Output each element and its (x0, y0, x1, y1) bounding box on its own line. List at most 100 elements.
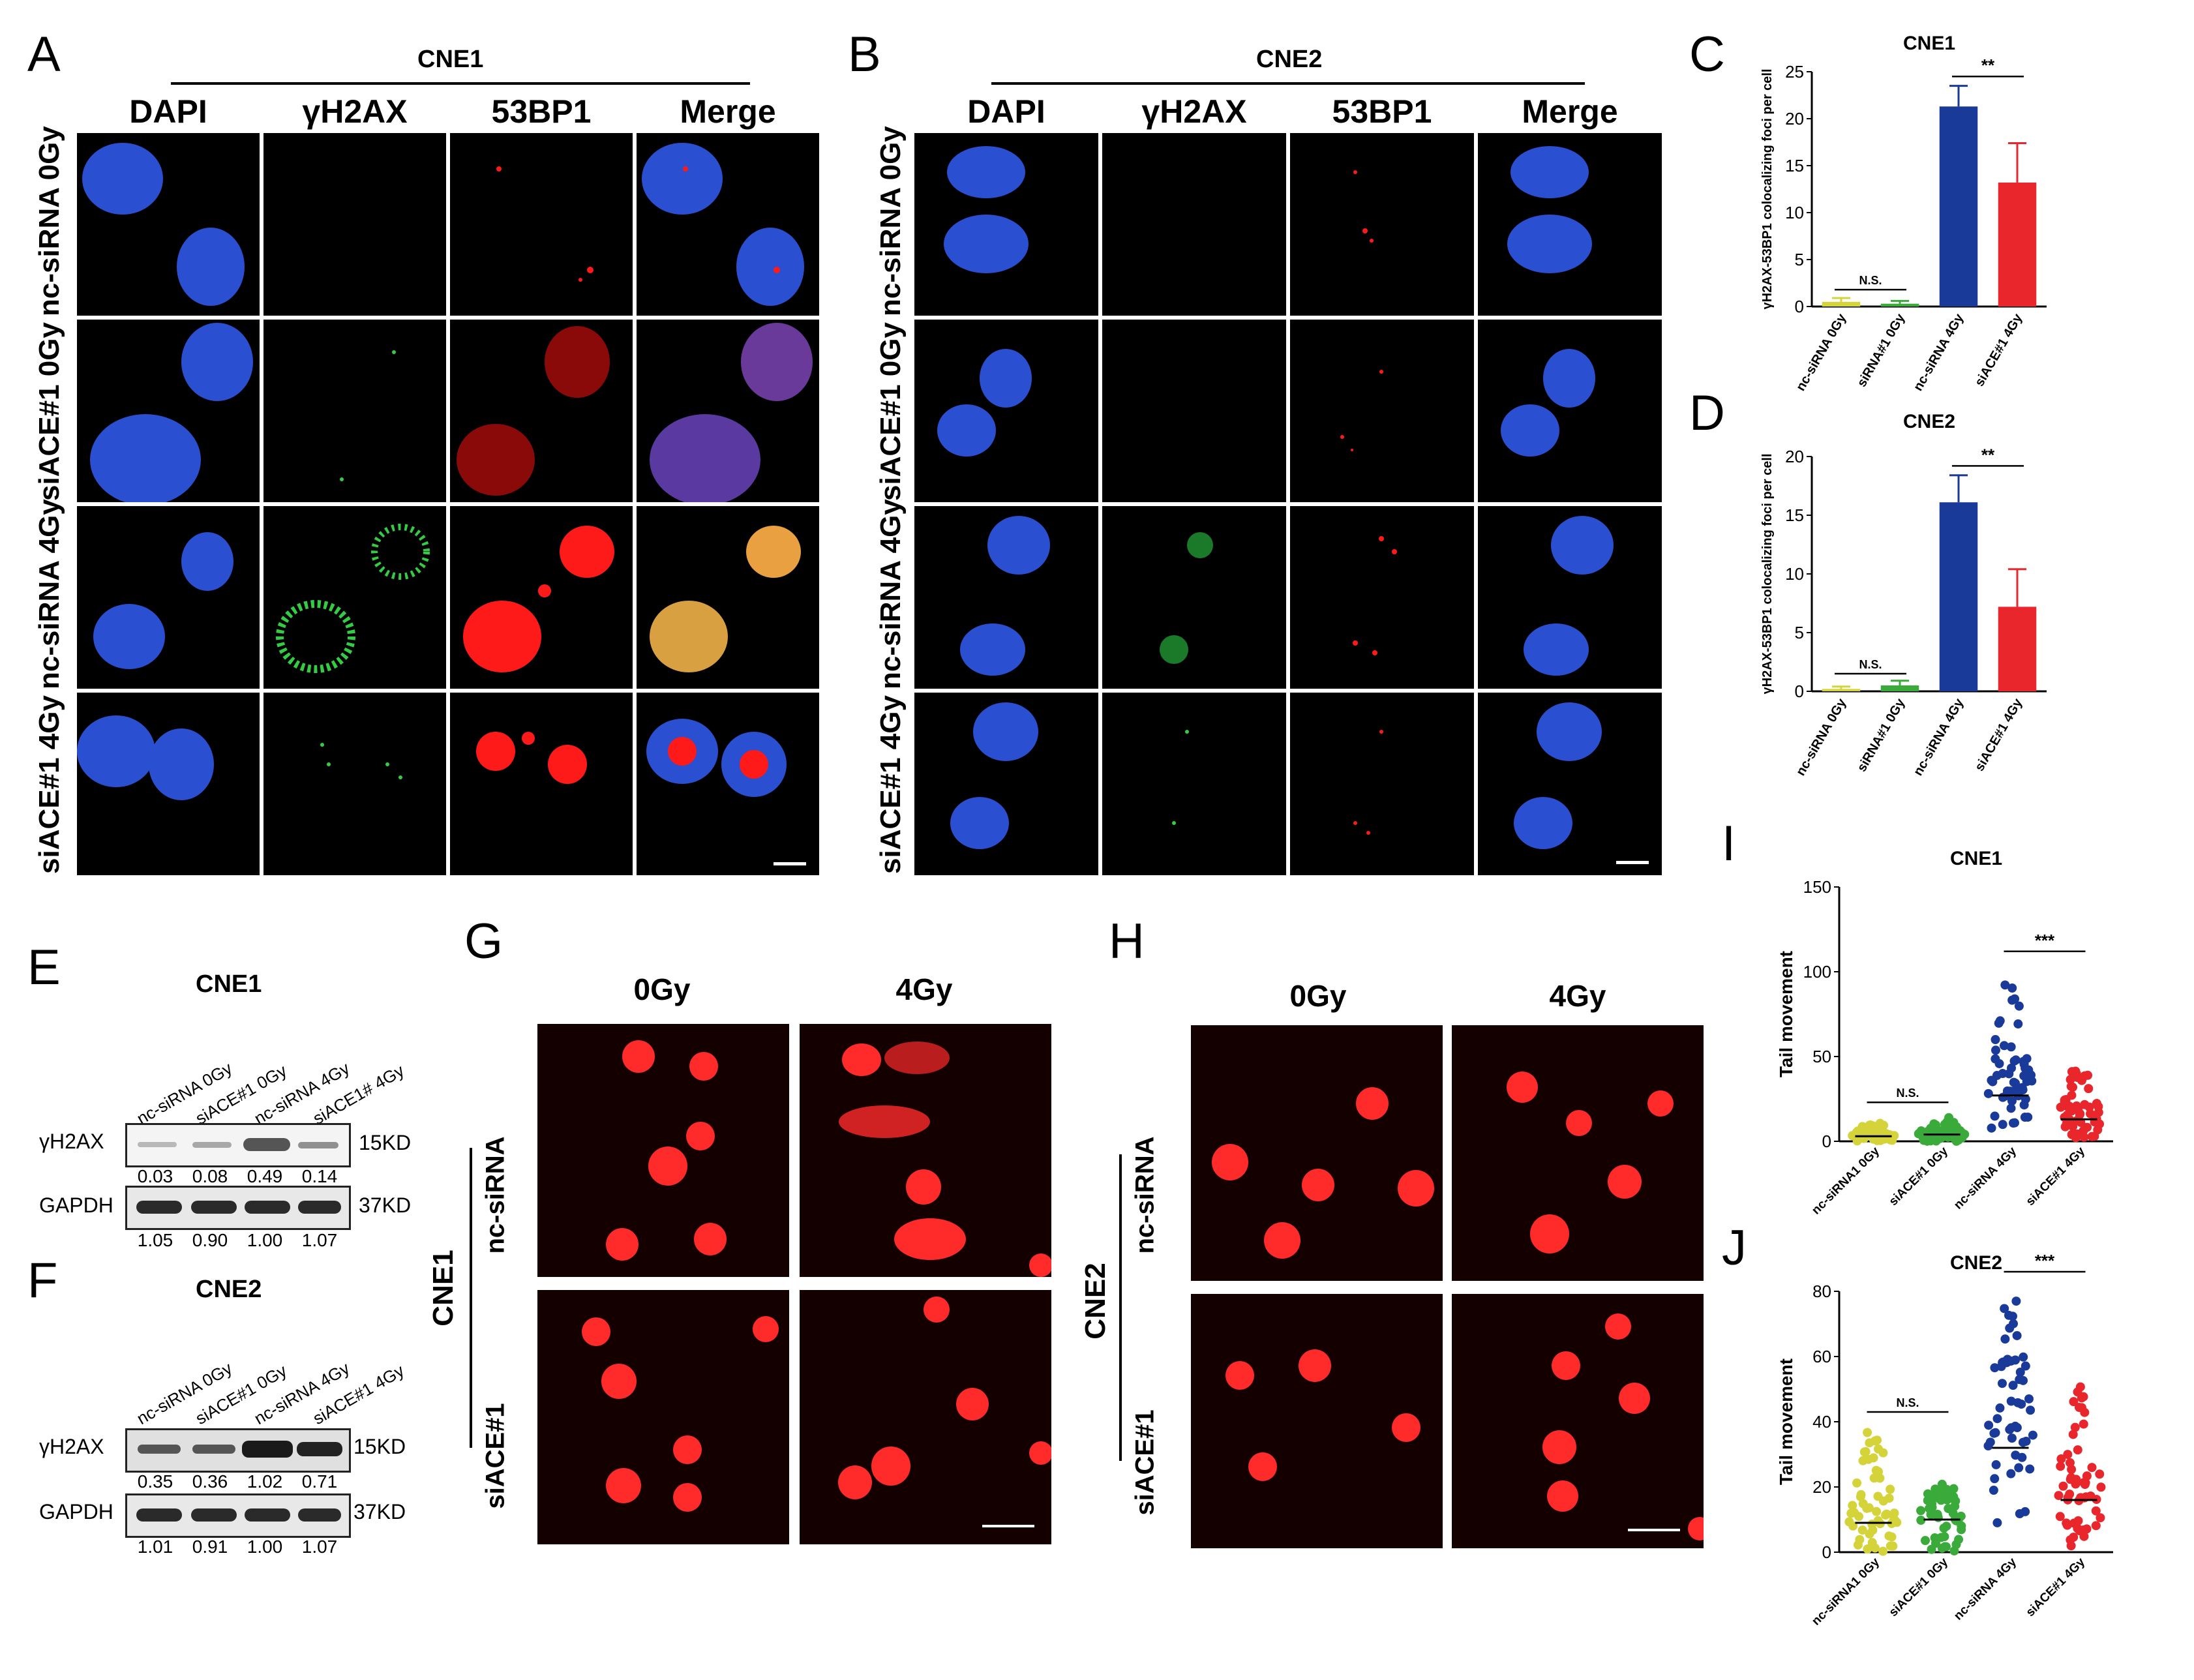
data-point (2027, 1076, 2037, 1086)
panel-g-image-siace1-0gy (537, 1290, 789, 1544)
chart-title: CNE2 (1950, 1252, 2002, 1274)
data-point (1844, 1517, 1854, 1527)
y-tick-label: 0 (1795, 297, 1804, 316)
data-point (1892, 1518, 1902, 1527)
data-point (2065, 1458, 2075, 1467)
panel-b-row-header-4: siACE#1 4Gy (875, 695, 907, 874)
panel-label-f: F (27, 1253, 58, 1308)
data-point (1870, 1543, 1880, 1553)
data-point (2073, 1445, 2082, 1455)
panel-a-image-r3-h2ax (263, 506, 446, 689)
data-point (2080, 1100, 2090, 1109)
data-point (2091, 1506, 2101, 1516)
panel-g-row-header-2: siACE#1 (481, 1403, 510, 1509)
data-point (1914, 1129, 1923, 1139)
data-point (2015, 1368, 2025, 1377)
data-point (1872, 1435, 1882, 1445)
panel-a-image-r2-53bp1 (450, 320, 633, 502)
panel-b-row-headers: nc-siRNA 0Gy siACE#1 0Gy nc-siRNA 4Gy si… (867, 126, 917, 880)
data-point (1916, 1516, 1926, 1525)
panel-e-blot2-value-3: 1.00 (247, 1230, 283, 1250)
panel-f-blot2-image (125, 1493, 351, 1538)
data-point (1991, 1460, 2001, 1469)
panel-f-blot1-size: 15KD (353, 1435, 406, 1458)
data-point (2071, 1066, 2081, 1076)
data-point (2007, 983, 2017, 993)
panel-e-blot1-value-3: 0.49 (247, 1166, 283, 1186)
data-point (1876, 1120, 1886, 1130)
x-tick-label: siACE#1 4Gy (1972, 696, 2026, 774)
x-tick-label: siACE#1 4Gy (2024, 1555, 2088, 1619)
data-point (1926, 1510, 1936, 1520)
panel-a-image-r4-h2ax (263, 693, 446, 875)
data-point (2000, 980, 2010, 990)
panel-e-blot1-name: γH2AX (39, 1130, 104, 1153)
data-point (2068, 1430, 2078, 1439)
y-tick-label: 10 (1785, 564, 1804, 584)
x-tick-label: siACE#1 4Gy (1972, 311, 2026, 389)
data-point (1848, 1501, 1857, 1510)
data-point (1997, 1379, 2007, 1388)
panel-b-col-header-merge: Merge (1522, 93, 1618, 130)
data-point (2080, 1480, 2090, 1490)
x-tick-label: siACE#1 0Gy (1887, 1144, 1951, 1208)
panel-label-b: B (848, 27, 881, 82)
data-point (1951, 1516, 1961, 1525)
data-point (1991, 1045, 2000, 1055)
y-tick-label: 100 (1803, 962, 1831, 982)
panel-a-image-r2-dapi (77, 320, 260, 502)
chart-title: CNE1 (1903, 33, 1955, 54)
panel-b-image-r2-dapi (914, 320, 1098, 502)
x-tick-label: siACE#1 4Gy (2024, 1144, 2088, 1208)
data-point (2073, 1516, 2083, 1525)
data-point (1856, 1492, 1865, 1502)
data-point (1999, 1041, 2009, 1051)
data-point (1990, 1474, 2000, 1484)
panel-b-image-r4-53bp1 (1290, 693, 1474, 875)
panel-b-col-header-dapi: DAPI (967, 93, 1045, 130)
significance-label: *** (2035, 1251, 2055, 1270)
data-point (1854, 1512, 1864, 1522)
y-tick-label: 20 (1812, 1477, 1831, 1497)
panel-e-blot2-size: 37KD (359, 1193, 412, 1217)
data-point (1861, 1447, 1871, 1456)
data-point (2079, 1419, 2088, 1429)
data-point (1995, 1403, 2005, 1413)
data-point (2077, 1403, 2086, 1413)
panel-f-blot2-value-4: 1.07 (301, 1537, 338, 1557)
data-point (1873, 1444, 1883, 1454)
y-tick-label: 15 (1785, 156, 1804, 175)
panel-h-col-header-0gy: 0Gy (1289, 979, 1347, 1013)
x-tick-label: nc-siRNA 4Gy (1911, 696, 1967, 779)
panel-f-blot2-value-3: 1.00 (247, 1537, 283, 1557)
bar (1998, 607, 2037, 691)
y-tick-label: 0 (1822, 1542, 1831, 1562)
panel-h-image-ncsirna-0gy (1191, 1025, 1443, 1281)
data-point (2095, 1469, 2105, 1479)
data-point (1942, 1484, 1951, 1494)
data-point (2091, 1521, 2101, 1531)
panel-a-col-header-merge: Merge (680, 93, 776, 130)
panel-b-image-r2-h2ax (1102, 320, 1286, 502)
y-tick-label: 25 (1785, 62, 1804, 82)
panel-h-group-label: CNE2 (1079, 1263, 1111, 1340)
panel-h-image-siace1-0gy (1191, 1294, 1443, 1548)
data-point (2008, 1381, 2018, 1390)
data-point (2011, 1355, 2021, 1365)
data-point (1932, 1510, 1942, 1520)
panel-f-blot1-value-1: 0.35 (137, 1471, 173, 1492)
data-point (1996, 1362, 2006, 1372)
panel-f-blot1-value-3: 1.02 (247, 1471, 283, 1492)
data-point (1992, 1071, 2002, 1081)
data-point (2024, 1394, 2034, 1403)
data-point (2006, 1063, 2016, 1073)
data-point (2011, 1078, 2021, 1088)
data-point (1984, 1420, 1994, 1430)
x-tick-label: nc-siRNA 4Gy (1911, 311, 1967, 394)
data-point (2021, 1361, 2030, 1371)
panel-e-blot1-value-2: 0.08 (192, 1166, 228, 1186)
data-point (1989, 1486, 1998, 1495)
data-point (1944, 1113, 1954, 1122)
panel-g-col-header-0gy: 0Gy (633, 972, 691, 1006)
data-point (1872, 1507, 1882, 1516)
